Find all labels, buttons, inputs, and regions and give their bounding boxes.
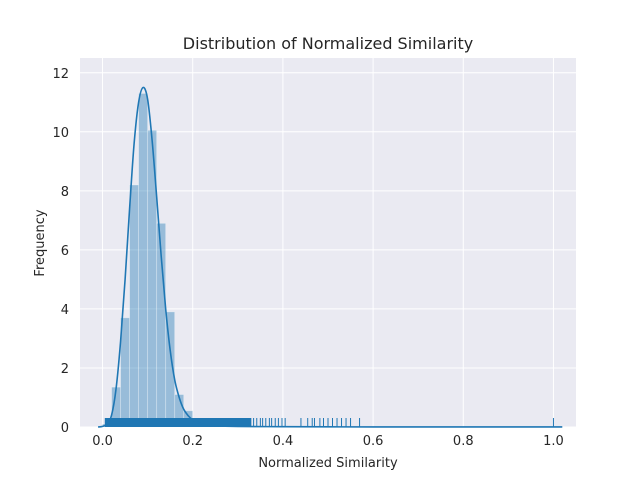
y-tick-labels: 0 2 4 6 8 10 12 xyxy=(52,67,69,436)
histogram-bars xyxy=(102,93,212,428)
kde-curve-layer xyxy=(97,86,563,428)
histogram-bar xyxy=(129,184,140,428)
y-tick-label: 2 xyxy=(61,362,69,377)
x-tick-label: 0.8 xyxy=(453,434,474,449)
x-tick-labels: 0.0 0.2 0.4 0.6 0.8 1.0 xyxy=(92,434,564,449)
rug-marks xyxy=(104,418,554,427)
histogram-bar xyxy=(138,93,149,428)
y-tick-label: 8 xyxy=(61,185,69,200)
y-tick-label: 10 xyxy=(52,126,69,141)
y-tick-label: 4 xyxy=(61,303,69,318)
x-axis-label: Normalized Similarity xyxy=(258,456,398,471)
x-tick-label: 0.6 xyxy=(363,434,384,449)
rug-dense-band xyxy=(104,418,252,427)
y-tick-label: 6 xyxy=(61,244,69,259)
y-axis-label: Frequency xyxy=(33,209,48,276)
x-tick-label: 0.4 xyxy=(273,434,294,449)
kde-curve xyxy=(97,86,563,428)
y-tick-label: 0 xyxy=(61,421,69,436)
chart-title: Distribution of Normalized Similarity xyxy=(183,34,473,53)
x-tick-label: 1.0 xyxy=(543,434,564,449)
x-tick-label: 0.0 xyxy=(92,434,113,449)
y-tick-label: 12 xyxy=(52,67,69,82)
histogram-bar xyxy=(120,317,130,428)
grid-layer xyxy=(80,58,576,428)
plot-background xyxy=(80,58,576,427)
x-tick-label: 0.2 xyxy=(182,434,203,449)
